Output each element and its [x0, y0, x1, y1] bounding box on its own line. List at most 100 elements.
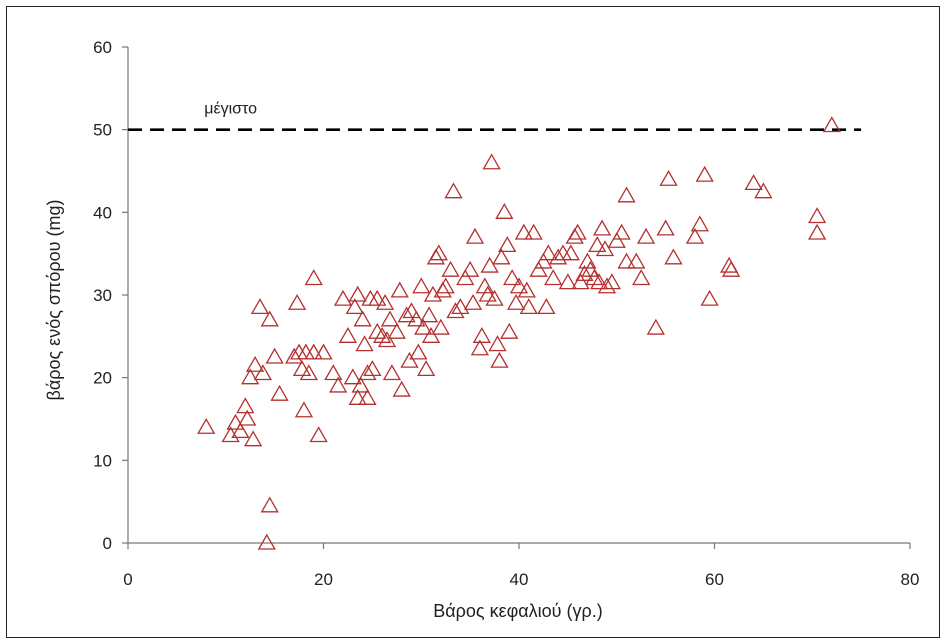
data-point: [380, 310, 400, 327]
data-point: [265, 347, 284, 364]
data-point: [482, 153, 501, 170]
data-point: [514, 223, 534, 240]
data-point: [561, 244, 580, 261]
data-point: [309, 426, 328, 443]
data-point: [602, 273, 621, 290]
data-point: [490, 351, 509, 368]
data-point: [461, 260, 480, 277]
data-point: [539, 244, 558, 261]
data-point: [260, 496, 279, 513]
chart-frame: [6, 6, 940, 638]
data-point: [524, 223, 543, 240]
data-point: [568, 223, 587, 240]
data-point: [656, 219, 675, 236]
data-point: [377, 331, 397, 348]
data-point: [270, 384, 289, 401]
data-point: [392, 380, 411, 397]
data-point: [465, 227, 485, 244]
data-point: [492, 248, 511, 265]
data-point: [695, 165, 714, 182]
data-point: [571, 273, 590, 290]
data-point: [348, 389, 367, 405]
data-point: [238, 409, 257, 426]
data-point: [544, 269, 563, 286]
data-point: [314, 343, 333, 360]
data-point: [590, 273, 609, 290]
data-point: [417, 360, 436, 377]
data-point: [480, 256, 499, 273]
y-tick-label: 40: [93, 203, 112, 222]
data-point: [463, 293, 483, 310]
data-point: [324, 364, 343, 381]
data-point: [822, 116, 841, 133]
data-point: [292, 360, 312, 377]
data-point: [412, 277, 431, 294]
data-point: [503, 269, 522, 286]
x-axis-title: Βάρος κεφαλιού (γρ.): [433, 601, 603, 621]
data-point: [595, 240, 615, 257]
reference-line-group: μέγιστο: [128, 101, 862, 131]
data-point: [333, 289, 353, 306]
data-point: [808, 207, 827, 224]
data-point: [409, 343, 428, 360]
data-points: [197, 116, 841, 550]
x-tick-label: 60: [705, 570, 724, 589]
data-point: [636, 227, 656, 244]
data-point: [498, 236, 517, 253]
data-point: [808, 223, 827, 240]
data-point: [304, 269, 323, 286]
data-point: [358, 364, 377, 381]
y-tick-label: 30: [93, 286, 112, 305]
data-point: [363, 360, 382, 377]
data-point: [664, 248, 683, 265]
reference-line-label: μέγιστο: [204, 101, 257, 118]
data-point: [253, 364, 273, 381]
data-point: [343, 368, 362, 385]
data-point: [612, 223, 631, 240]
data-point: [400, 351, 419, 368]
y-tick-label: 10: [93, 451, 112, 470]
data-point: [402, 302, 421, 319]
data-point: [236, 397, 255, 414]
data-point: [470, 339, 490, 356]
data-point: [451, 298, 470, 315]
data-point: [509, 277, 529, 294]
data-point: [431, 318, 450, 335]
data-point: [495, 203, 514, 219]
data-point: [338, 327, 358, 343]
data-point: [478, 285, 497, 302]
data-point: [368, 322, 387, 339]
data-point: [575, 265, 594, 281]
data-point: [690, 215, 709, 232]
data-point: [472, 327, 491, 343]
data-point: [592, 219, 612, 236]
data-point: [519, 298, 538, 315]
data-point: [436, 277, 455, 294]
data-point: [375, 293, 395, 310]
data-point: [348, 285, 367, 302]
axes: 0 10 20 30 40 50 60 0 20 40 60 80: [93, 38, 919, 589]
data-point: [243, 430, 263, 447]
data-point: [617, 252, 636, 269]
data-point: [534, 252, 553, 269]
data-point: [358, 389, 377, 405]
data-point: [419, 306, 439, 323]
data-point: [397, 306, 416, 323]
data-point: [429, 244, 448, 261]
data-point: [588, 236, 607, 253]
data-point: [382, 364, 402, 381]
data-point: [294, 401, 314, 418]
data-point: [351, 376, 370, 393]
data-point: [632, 269, 651, 286]
data-point: [414, 318, 433, 335]
data-point: [685, 227, 705, 244]
y-tick-label: 20: [93, 369, 112, 388]
data-point: [304, 343, 323, 360]
data-point: [345, 298, 364, 315]
x-tick-label: 0: [123, 570, 132, 589]
data-point: [754, 182, 773, 199]
data-point: [456, 269, 475, 286]
x-tick-label: 20: [314, 570, 333, 589]
data-point: [597, 277, 617, 294]
